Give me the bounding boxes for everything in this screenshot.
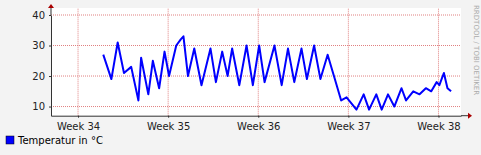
grid	[51, 8, 461, 116]
chart: Week 34 Week 35 Week 36 Week 37 Week 38 10 20 3…	[0, 0, 481, 155]
x-tick-mark	[348, 116, 349, 118]
background	[0, 0, 481, 155]
x-tick-label: Week 38	[417, 121, 460, 132]
x-tick-mark	[168, 116, 169, 118]
axis-arrow	[48, 4, 54, 8]
y-tick: 20	[32, 71, 51, 82]
x-axis-line	[52, 116, 462, 117]
y-tick: 40	[32, 10, 51, 21]
x-tick-label: Week 36	[237, 121, 280, 132]
x-axis: Week 34 Week 35 Week 36 Week 37 Week 38	[52, 116, 462, 132]
x-tick: Week 37	[327, 116, 370, 132]
y-tick-mark	[49, 76, 51, 77]
x-tick: Week 38	[417, 116, 460, 132]
x-tick-label: Week 35	[147, 121, 190, 132]
grid-line	[51, 45, 461, 46]
grid-line	[258, 8, 259, 116]
grid-line	[168, 8, 169, 116]
axis-extension	[51, 8, 52, 15]
y-tick-mark	[49, 107, 51, 108]
x-tick-mark	[438, 116, 439, 118]
grid-line	[78, 8, 79, 116]
y-tick-mark	[49, 15, 51, 16]
x-tick: Week 35	[147, 116, 190, 132]
y-tick: 30	[32, 40, 51, 51]
y-tick-label: 40	[32, 10, 45, 21]
plot-area	[103, 36, 451, 109]
y-tick-label: 30	[32, 40, 45, 51]
axis-arrow	[468, 113, 472, 119]
y-axis-line	[51, 16, 52, 117]
y-tick-mark	[49, 46, 51, 47]
x-tick-mark	[78, 116, 79, 118]
plot-background	[51, 8, 461, 116]
x-tick-label: Week 34	[57, 121, 100, 132]
y-tick-label: 10	[32, 101, 45, 112]
series-line	[103, 36, 451, 109]
grid-line	[51, 15, 461, 16]
x-tick: Week 36	[237, 116, 280, 132]
y-tick-label: 20	[32, 71, 45, 82]
legend-swatch	[6, 136, 14, 144]
y-tick: 10	[32, 101, 51, 112]
x-tick-mark	[258, 116, 259, 118]
y-axis: 10 20 30 40	[32, 10, 51, 117]
grid-line	[51, 106, 461, 107]
x-tick: Week 34	[57, 116, 100, 132]
legend-label: Temperatur in °C	[17, 135, 103, 146]
axis-extension	[461, 115, 468, 116]
x-tick-label: Week 37	[327, 121, 370, 132]
grid-line	[438, 8, 439, 116]
legend: Temperatur in °C	[6, 135, 103, 146]
watermark: RRDTOOL / TOBI OETIKER	[472, 5, 480, 95]
